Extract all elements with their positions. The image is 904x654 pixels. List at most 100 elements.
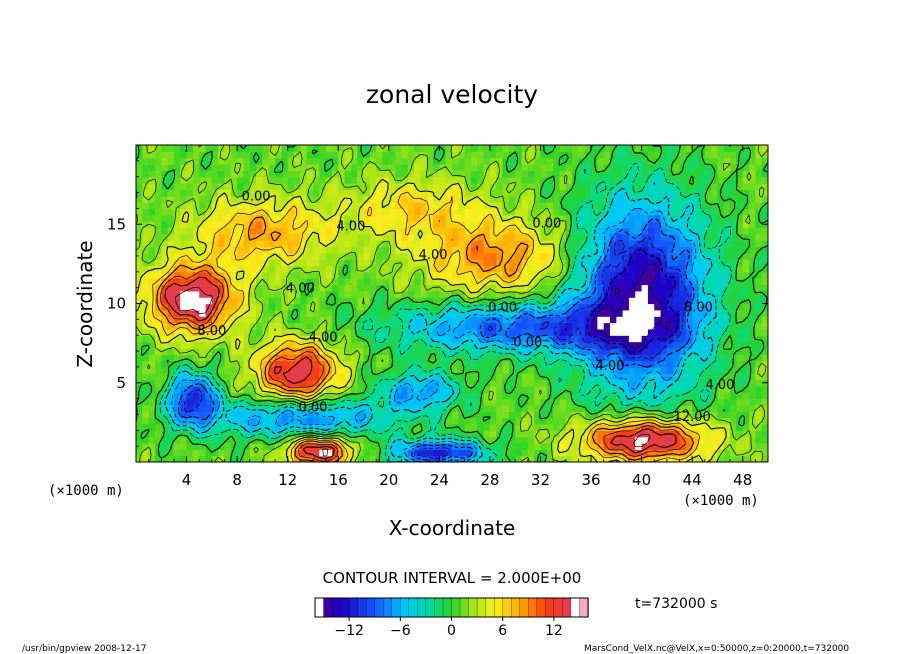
heatmap-cell bbox=[458, 449, 466, 457]
heatmap-cell bbox=[521, 164, 529, 171]
heatmap-cell bbox=[325, 290, 333, 298]
heatmap-cell bbox=[192, 366, 200, 374]
heatmap-cell bbox=[407, 366, 415, 374]
heatmap-cell bbox=[591, 221, 598, 229]
heatmap-cell bbox=[388, 221, 396, 229]
heatmap-cell bbox=[458, 322, 466, 330]
heatmap-cell bbox=[325, 164, 333, 171]
heatmap-cell bbox=[711, 284, 719, 292]
heatmap-cell bbox=[742, 392, 750, 400]
heatmap-cell bbox=[704, 284, 712, 292]
heatmap-cell bbox=[230, 392, 238, 400]
heatmap-cell bbox=[142, 303, 150, 311]
heatmap-cell bbox=[319, 151, 327, 159]
heatmap-cell bbox=[369, 240, 377, 248]
heatmap-cell bbox=[186, 404, 194, 412]
heatmap-cell bbox=[673, 233, 681, 241]
heatmap-cell bbox=[578, 164, 586, 171]
heatmap-cell bbox=[622, 246, 630, 254]
heatmap-cell bbox=[363, 233, 371, 241]
heatmap-cell bbox=[489, 233, 497, 241]
heatmap-cell bbox=[546, 259, 554, 267]
heatmap-cell bbox=[148, 208, 156, 216]
heatmap-cell bbox=[559, 233, 567, 241]
heatmap-cell bbox=[224, 157, 232, 165]
heatmap-cell bbox=[426, 322, 434, 330]
heatmap-cell bbox=[515, 278, 523, 286]
heatmap-cell bbox=[414, 303, 421, 311]
heatmap-cell bbox=[464, 366, 472, 374]
heatmap-cell bbox=[161, 233, 169, 241]
heatmap-cell bbox=[489, 404, 497, 412]
heatmap-cell bbox=[761, 246, 768, 254]
heatmap-cell bbox=[736, 259, 744, 267]
heatmap-cell bbox=[426, 290, 434, 298]
heatmap-cell bbox=[610, 347, 617, 355]
heatmap-cell bbox=[312, 316, 320, 324]
heatmap-cell bbox=[502, 316, 510, 324]
heatmap-cell bbox=[717, 436, 725, 444]
heatmap-cell bbox=[294, 170, 301, 178]
heatmap-cell bbox=[167, 430, 175, 438]
heatmap-cell bbox=[496, 366, 504, 374]
heatmap-cell bbox=[211, 164, 219, 171]
heatmap-cell bbox=[628, 297, 636, 305]
heatmap-cell bbox=[167, 316, 175, 324]
heatmap-cell bbox=[376, 233, 384, 241]
heatmap-cell bbox=[470, 430, 478, 438]
heatmap-cell bbox=[357, 202, 365, 209]
heatmap-cell bbox=[344, 417, 352, 425]
heatmap-cell bbox=[546, 436, 554, 444]
heatmap-cell bbox=[312, 309, 320, 317]
heatmap-cell bbox=[142, 385, 150, 393]
heatmap-cell bbox=[136, 398, 143, 406]
heatmap-cell bbox=[527, 366, 535, 374]
heatmap-cell bbox=[420, 322, 428, 330]
heatmap-cell bbox=[641, 221, 649, 229]
heatmap-cell bbox=[572, 183, 579, 190]
heatmap-cell bbox=[350, 157, 358, 165]
heatmap-cell bbox=[357, 316, 365, 324]
heatmap-cell bbox=[698, 442, 706, 450]
heatmap-cell bbox=[331, 145, 339, 152]
heatmap-cell bbox=[357, 221, 365, 229]
heatmap-cell bbox=[717, 373, 725, 381]
heatmap-cell bbox=[224, 335, 232, 343]
heatmap-cell bbox=[306, 360, 314, 368]
heatmap-cell bbox=[521, 183, 529, 190]
heatmap-cell bbox=[666, 309, 674, 317]
heatmap-cell bbox=[148, 259, 156, 267]
heatmap-cell bbox=[256, 202, 263, 209]
heatmap-cell bbox=[717, 316, 725, 324]
heatmap-cell bbox=[369, 373, 377, 381]
heatmap-cell bbox=[281, 442, 289, 450]
heatmap-cell bbox=[306, 252, 314, 260]
heatmap-cell bbox=[565, 303, 573, 311]
heatmap-cell bbox=[489, 385, 497, 393]
heatmap-cell bbox=[527, 430, 535, 438]
heatmap-cell bbox=[647, 455, 655, 462]
heatmap-cell bbox=[319, 379, 327, 387]
heatmap-cell bbox=[521, 404, 529, 412]
heatmap-cell bbox=[597, 449, 605, 457]
heatmap-cell bbox=[755, 157, 763, 165]
heatmap-cell bbox=[749, 328, 756, 336]
heatmap-cell bbox=[148, 183, 156, 190]
heatmap-cell bbox=[401, 183, 409, 190]
heatmap-cell bbox=[565, 271, 573, 279]
heatmap-cell bbox=[521, 145, 529, 152]
heatmap-cell bbox=[306, 189, 314, 197]
heatmap-cell bbox=[458, 170, 466, 178]
heatmap-cell bbox=[654, 417, 662, 425]
heatmap-cell bbox=[496, 233, 504, 241]
heatmap-cell bbox=[489, 202, 497, 209]
heatmap-cell bbox=[755, 252, 763, 260]
heatmap-cell bbox=[275, 170, 282, 178]
heatmap-cell bbox=[591, 164, 598, 171]
heatmap-cell bbox=[439, 379, 447, 387]
heatmap-cell bbox=[205, 430, 213, 438]
heatmap-cell bbox=[312, 246, 320, 254]
heatmap-cell bbox=[559, 455, 567, 462]
heatmap-cell bbox=[218, 385, 226, 393]
heatmap-cell bbox=[192, 145, 200, 152]
